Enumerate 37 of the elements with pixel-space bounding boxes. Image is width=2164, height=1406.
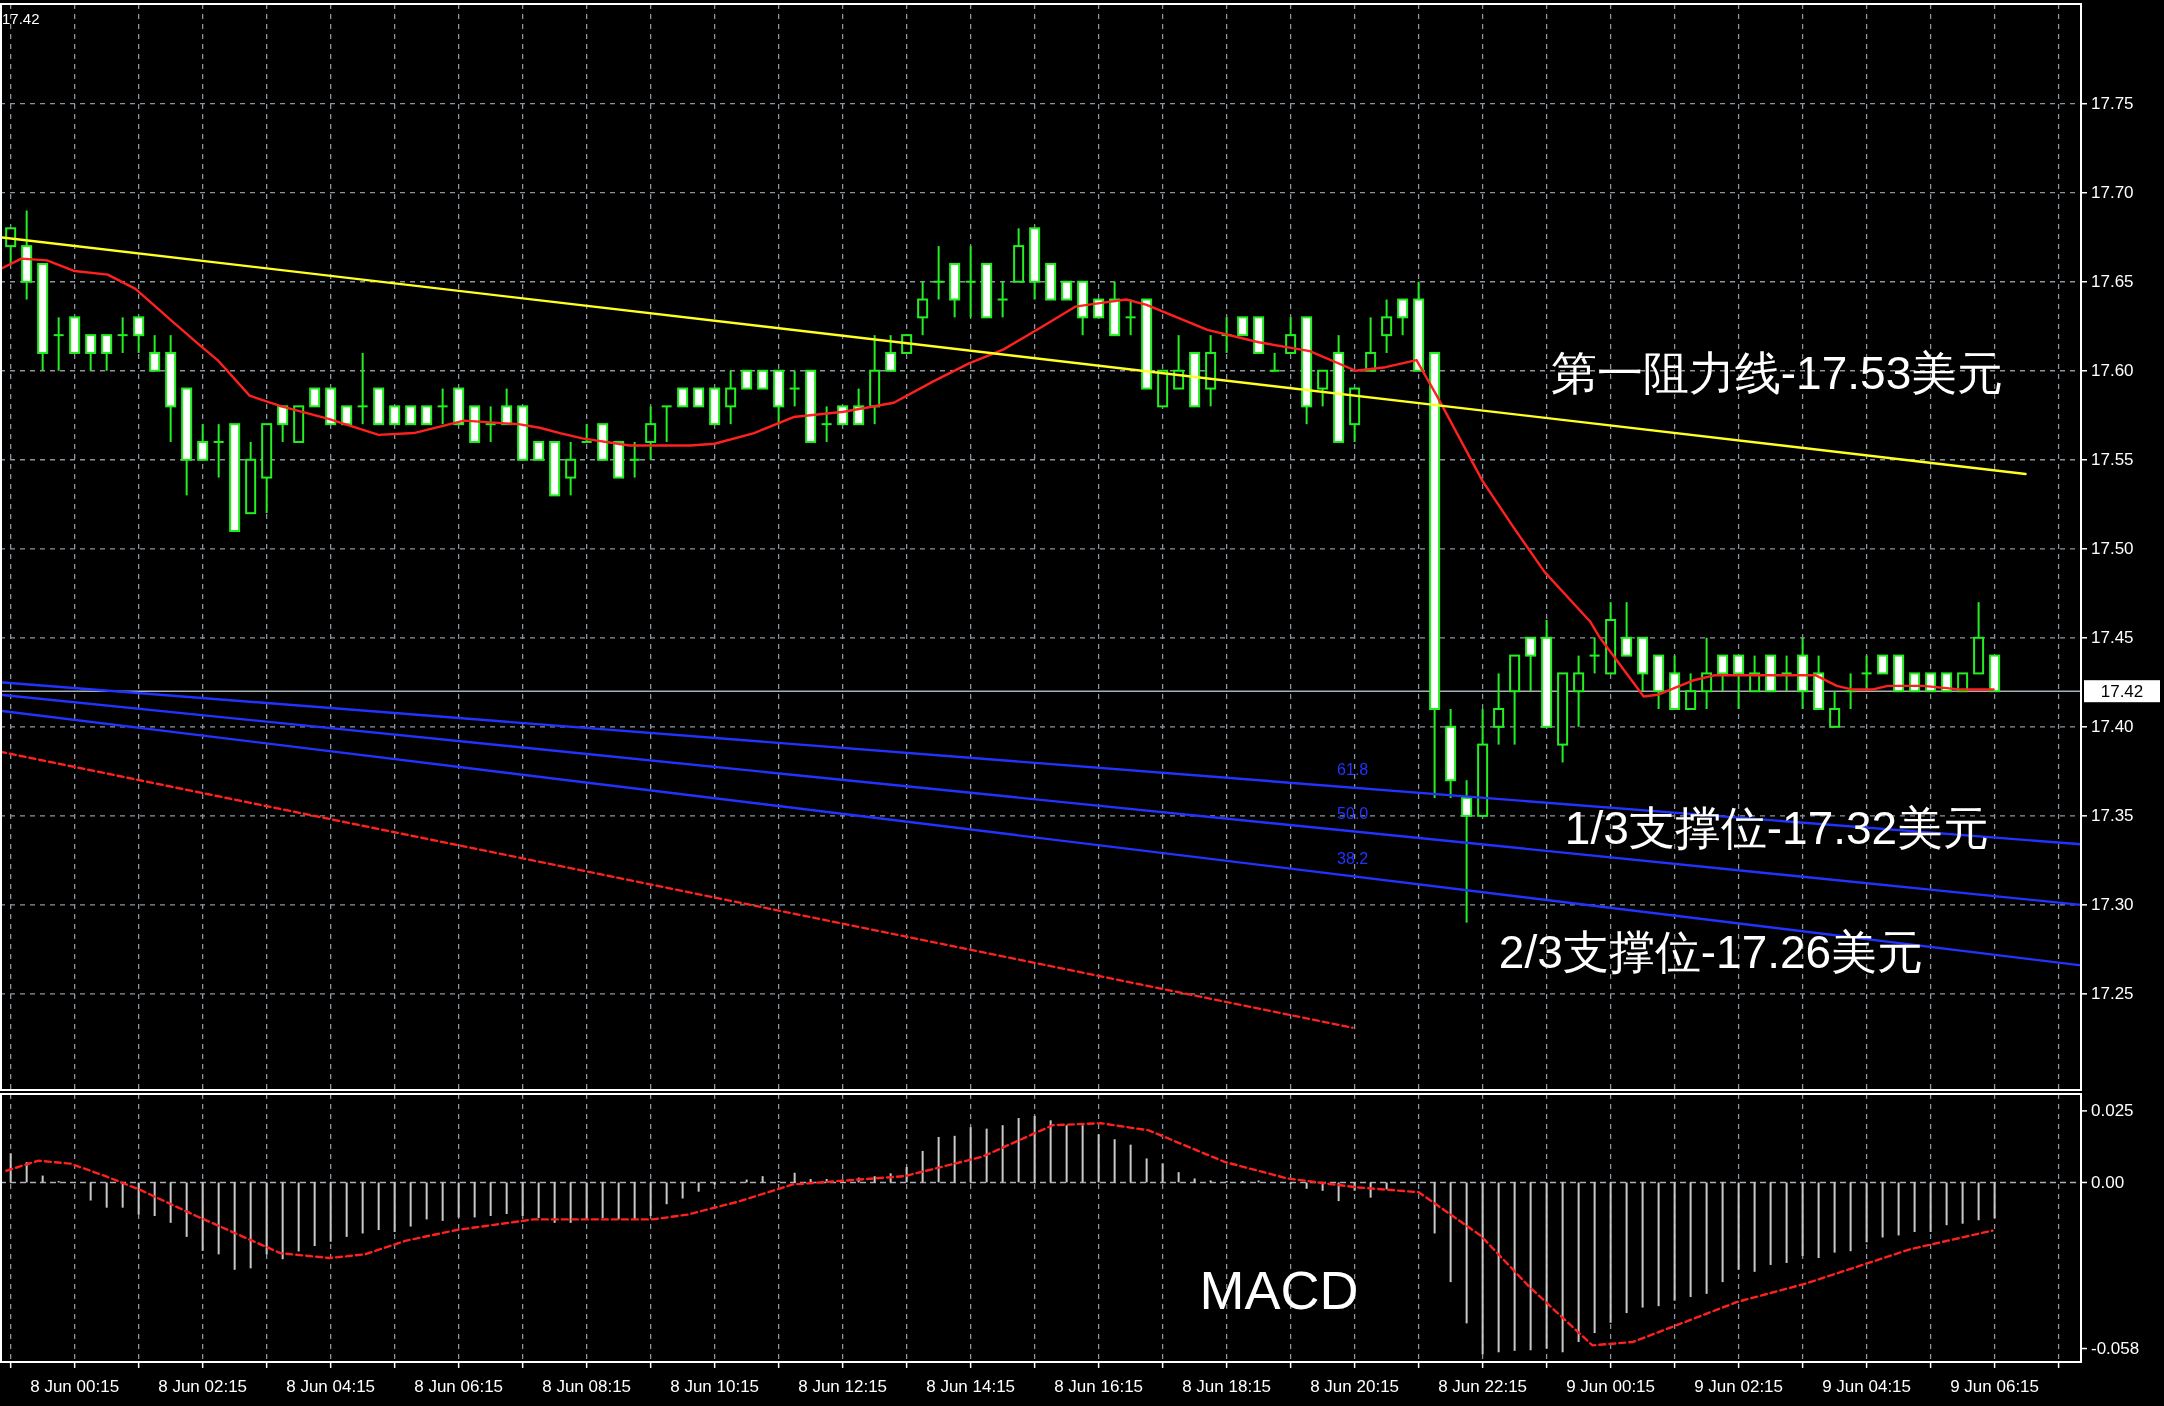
y-tick-label: 0.00 [2091, 1172, 2125, 1192]
y-tick-label: -0.058 [2091, 1339, 2140, 1359]
x-tick-label: 9 Jun 04:15 [1822, 1376, 1912, 1396]
x-tick-label: 8 Jun 04:15 [286, 1376, 376, 1396]
y-tick-label: 17.65 [2091, 272, 2134, 292]
y-tick-label: 17.40 [2091, 717, 2134, 737]
x-tick-label: 8 Jun 06:15 [414, 1376, 504, 1396]
x-tick-label: 8 Jun 10:15 [670, 1376, 760, 1396]
ref-line-label: 17.42 [2100, 681, 2144, 701]
annotation: MACD [1199, 1260, 1359, 1320]
y-tick-label: 17.60 [2091, 361, 2134, 381]
x-tick-label: 8 Jun 08:15 [542, 1376, 632, 1396]
y-tick-label: 17.25 [2091, 984, 2134, 1004]
y-tick-label: 17.55 [2091, 450, 2134, 470]
annotation: 17.42 [2, 9, 40, 27]
y-tick-label: 17.70 [2091, 183, 2134, 203]
x-tick-label: 9 Jun 00:15 [1566, 1376, 1656, 1396]
x-tick-label: 9 Jun 02:15 [1694, 1376, 1784, 1396]
y-tick-label: 17.35 [2091, 806, 2134, 826]
annotation: 第一阻力线-17.53美元 [1550, 347, 2004, 399]
series-label: 61.8 [1337, 761, 1369, 779]
series-label: 50.0 [1337, 804, 1369, 822]
x-tick-label: 8 Jun 16:15 [1054, 1376, 1144, 1396]
x-tick-label: 9 Jun 06:15 [1950, 1376, 2040, 1396]
x-tick-label: 8 Jun 20:15 [1310, 1376, 1400, 1396]
series-label: 38.2 [1337, 849, 1369, 867]
x-tick-label: 8 Jun 00:15 [30, 1376, 120, 1396]
y-tick-label: 0.025 [2091, 1101, 2134, 1121]
x-tick-label: 8 Jun 14:15 [926, 1376, 1016, 1396]
x-tick-label: 8 Jun 22:15 [1438, 1376, 1528, 1396]
x-tick-label: 8 Jun 12:15 [798, 1376, 888, 1396]
x-tick-label: 8 Jun 02:15 [158, 1376, 248, 1396]
y-tick-label: 17.45 [2091, 628, 2134, 648]
y-tick-label: 17.50 [2091, 539, 2134, 559]
y-tick-label: 17.75 [2091, 94, 2134, 114]
x-tick-label: 8 Jun 18:15 [1182, 1376, 1272, 1396]
y-tick-label: 17.30 [2091, 895, 2134, 915]
